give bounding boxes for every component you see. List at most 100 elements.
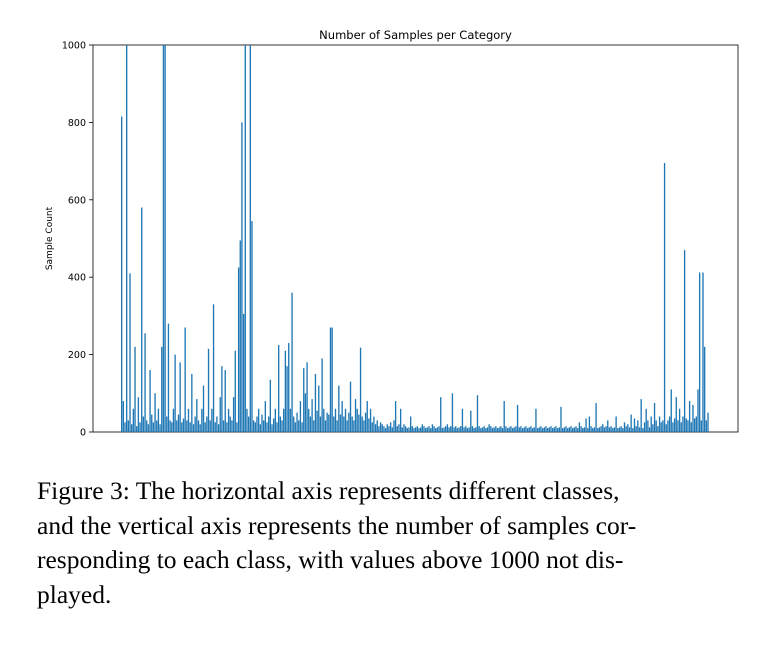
bar [653, 402, 656, 432]
bar [495, 426, 497, 432]
bar [211, 408, 213, 432]
bar [369, 408, 372, 432]
bar [573, 427, 576, 432]
bar [122, 401, 125, 432]
bar [476, 395, 479, 432]
bar [551, 428, 554, 432]
bar [126, 45, 128, 432]
bar [256, 416, 258, 432]
bar [271, 424, 273, 432]
bar [697, 389, 699, 432]
bar [268, 416, 270, 432]
bar [176, 420, 178, 432]
bar [685, 418, 687, 432]
bar [187, 408, 190, 432]
bar [334, 408, 337, 432]
bar [269, 379, 272, 432]
bar [445, 426, 447, 432]
plot-area [92, 44, 739, 433]
bar [361, 416, 363, 432]
bar [386, 424, 388, 432]
bar [498, 427, 500, 432]
bar [171, 422, 173, 432]
bar [508, 427, 510, 432]
bar [299, 401, 302, 432]
bar [698, 272, 701, 432]
bar [602, 424, 604, 432]
figure-caption: Figure 3: The horizontal axis represents… [37, 474, 745, 612]
bar [577, 428, 579, 432]
bar [673, 418, 676, 432]
bar [137, 397, 140, 432]
bar [500, 426, 502, 432]
bar [465, 426, 467, 432]
bar [374, 424, 377, 432]
bar [693, 418, 696, 432]
bar [597, 428, 599, 432]
bar [247, 416, 250, 432]
bar [303, 368, 305, 432]
bar [568, 427, 571, 432]
bar [562, 428, 564, 432]
bar [249, 45, 251, 432]
bar [252, 420, 255, 432]
bar [695, 416, 697, 432]
bar [323, 408, 325, 432]
bar [580, 426, 582, 432]
bar [622, 428, 624, 432]
bar [182, 418, 185, 432]
bar [221, 366, 223, 432]
bar [232, 397, 235, 432]
bar [425, 428, 427, 432]
bar [321, 358, 323, 432]
bar [376, 420, 378, 432]
bar [364, 412, 367, 432]
bar [620, 426, 622, 432]
bar [378, 426, 380, 432]
bar [420, 427, 422, 432]
bar [682, 416, 684, 432]
bar [273, 418, 275, 432]
bar [202, 385, 205, 432]
bar [531, 428, 534, 432]
bar [553, 427, 555, 432]
bar [530, 426, 532, 432]
bar [251, 221, 253, 432]
bar [630, 414, 632, 432]
bar [354, 399, 357, 432]
bar [246, 408, 248, 432]
bar [662, 420, 664, 432]
bar [161, 346, 163, 432]
bar [219, 397, 221, 432]
bar [306, 362, 308, 432]
bar [501, 428, 504, 432]
bar [516, 404, 519, 432]
bar [209, 420, 211, 432]
bar [521, 428, 524, 432]
bar [618, 427, 621, 432]
bar [389, 422, 392, 432]
bar [572, 428, 574, 432]
y-tick-label: 0 [80, 428, 86, 439]
bar [545, 426, 547, 432]
bar [132, 408, 135, 432]
bar [293, 416, 295, 432]
bar [535, 408, 537, 432]
bar [336, 420, 338, 432]
bar [261, 414, 263, 432]
bar [443, 427, 445, 432]
bar [194, 416, 196, 432]
bar [204, 422, 206, 432]
bar [309, 416, 312, 432]
bar [431, 424, 434, 432]
bar [600, 426, 602, 432]
bar [418, 428, 420, 432]
y-tick-label: 1000 [62, 41, 86, 52]
bar [582, 428, 584, 432]
bar [468, 427, 470, 432]
bar [413, 428, 415, 432]
bar [391, 427, 393, 432]
bar [401, 427, 403, 432]
bar [144, 333, 146, 432]
bar [575, 426, 577, 432]
